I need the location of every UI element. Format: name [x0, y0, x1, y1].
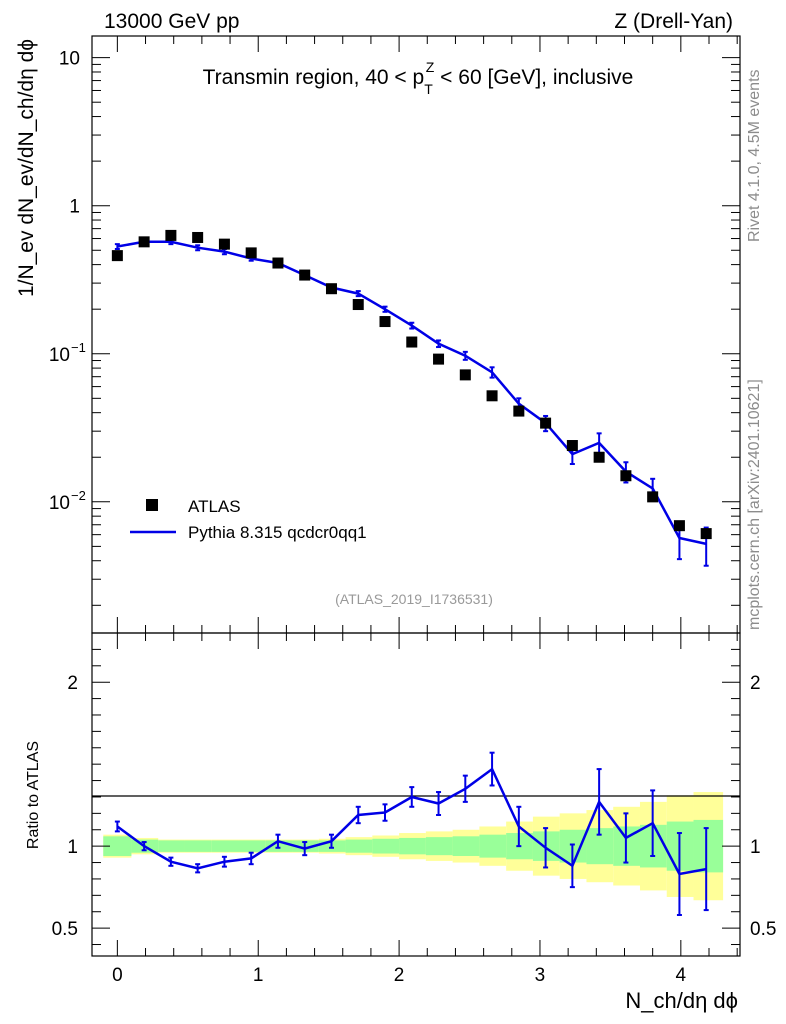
- chart-title-rest: < 60 [GeV], inclusive: [434, 66, 633, 89]
- ratio-data-marks: [114, 751, 709, 917]
- atlas-data-point: [593, 451, 605, 463]
- inner-band-bin: [345, 839, 373, 853]
- atlas-data-point: [433, 353, 445, 365]
- atlas-data-point: [620, 470, 632, 482]
- inner-band-bin: [479, 834, 507, 858]
- atlas-data-point: [540, 417, 552, 429]
- inner-band-bin: [425, 837, 453, 856]
- inner-band-bin: [372, 838, 400, 854]
- main-data-marks: [111, 229, 712, 567]
- ratio-panel: 0 1 2 3 4 2 2 1 1 0.5 0.5 Ratio to ATLAS: [25, 632, 776, 986]
- y-tick-exponent: −1: [71, 340, 86, 355]
- y-tick-exponent: −2: [71, 488, 86, 503]
- ratio-y-axis-label: Ratio to ATLAS: [25, 741, 42, 849]
- atlas-data-point: [218, 238, 230, 250]
- atlas-data-point: [325, 283, 337, 295]
- atlas-data-point: [138, 236, 150, 248]
- atlas-data-point: [379, 316, 391, 328]
- analysis-id: (ATLAS_2019_I1736531): [335, 591, 493, 607]
- inner-band-bin: [399, 837, 426, 855]
- ratio-y-tick-label: 2: [67, 673, 78, 694]
- legend-atlas-marker: [146, 499, 158, 511]
- ratio-y-tick-label-right: 1: [750, 837, 761, 858]
- inner-band-bin: [158, 840, 185, 852]
- y-tick-label: 10: [49, 345, 70, 366]
- atlas-data-point: [192, 231, 204, 243]
- chart-title-sub: T: [424, 81, 433, 97]
- rivet-version-label: Rivet 4.1.0, 4.5M events: [746, 69, 763, 242]
- mcplots-credit: mcplots.cern.ch [arXiv:2401.10621]: [746, 379, 763, 630]
- atlas-data-point: [406, 336, 418, 348]
- atlas-data-point: [647, 491, 659, 503]
- legend: ATLAS Pythia 8.315 qcdcr0qq1: [130, 497, 367, 542]
- chart-title-sup: Z: [426, 59, 435, 75]
- y-tick-label: 10: [49, 493, 70, 514]
- x-axis-label: N_ch/dη dϕ: [625, 988, 738, 1013]
- atlas-data-point: [486, 390, 498, 402]
- chart-title-main: Transmin region, 40 < p: [203, 66, 425, 89]
- ratio-panel-frame: [91, 632, 741, 957]
- atlas-data-point: [352, 299, 364, 311]
- y-axis-label-text: 1/N_ev dN_ev/dN_ch/dη dϕ: [15, 39, 38, 297]
- legend-atlas-label: ATLAS: [188, 497, 241, 516]
- inner-band-bin: [211, 840, 239, 852]
- x-tick-label: 1: [253, 965, 264, 986]
- main-panel-frame: [91, 35, 741, 634]
- atlas-data-point: [673, 520, 685, 532]
- atlas-data-point: [165, 229, 177, 241]
- x-tick-label: 4: [676, 965, 687, 986]
- atlas-data-point: [245, 247, 257, 259]
- y-axis-label: 1/N_ev dN_ev/dN_ch/dη dϕ: [15, 39, 38, 297]
- chart-title: Transmin region, 40 < pTZ < 60 [GeV], in…: [203, 59, 634, 97]
- legend-pythia-label: Pythia 8.315 qcdcr0qq1: [188, 523, 367, 542]
- collision-energy-label: 13000 GeV pp: [104, 10, 239, 33]
- ratio-y-tick-label: 1: [67, 837, 78, 858]
- ratio-axis-ticks: 0 1 2 3 4 2 2 1 1 0.5 0.5: [52, 633, 776, 986]
- atlas-data-point: [513, 405, 525, 417]
- uncertainty-bands: [103, 792, 724, 901]
- inner-band-bin: [184, 840, 212, 852]
- atlas-data-point: [459, 369, 471, 381]
- atlas-data-point: [272, 257, 284, 269]
- y-tick-label: 10: [59, 49, 80, 70]
- inner-band-bin: [103, 836, 132, 856]
- process-label: Z (Drell-Yan): [614, 10, 733, 33]
- inner-band-bin: [238, 840, 266, 852]
- x-tick-label: 2: [394, 965, 405, 986]
- atlas-data-point: [111, 250, 123, 262]
- ratio-y-tick-label: 0.5: [52, 919, 78, 940]
- x-tick-label: 3: [535, 965, 546, 986]
- ratio-y-tick-label-right: 2: [750, 673, 761, 694]
- x-tick-label: 0: [112, 965, 123, 986]
- atlas-data-point: [566, 440, 578, 452]
- inner-band-bin: [452, 836, 480, 856]
- atlas-data-point: [700, 528, 712, 540]
- y-tick-label: 1: [69, 197, 80, 218]
- atlas-data-point: [299, 269, 311, 281]
- ratio-y-tick-label-right: 0.5: [750, 919, 776, 940]
